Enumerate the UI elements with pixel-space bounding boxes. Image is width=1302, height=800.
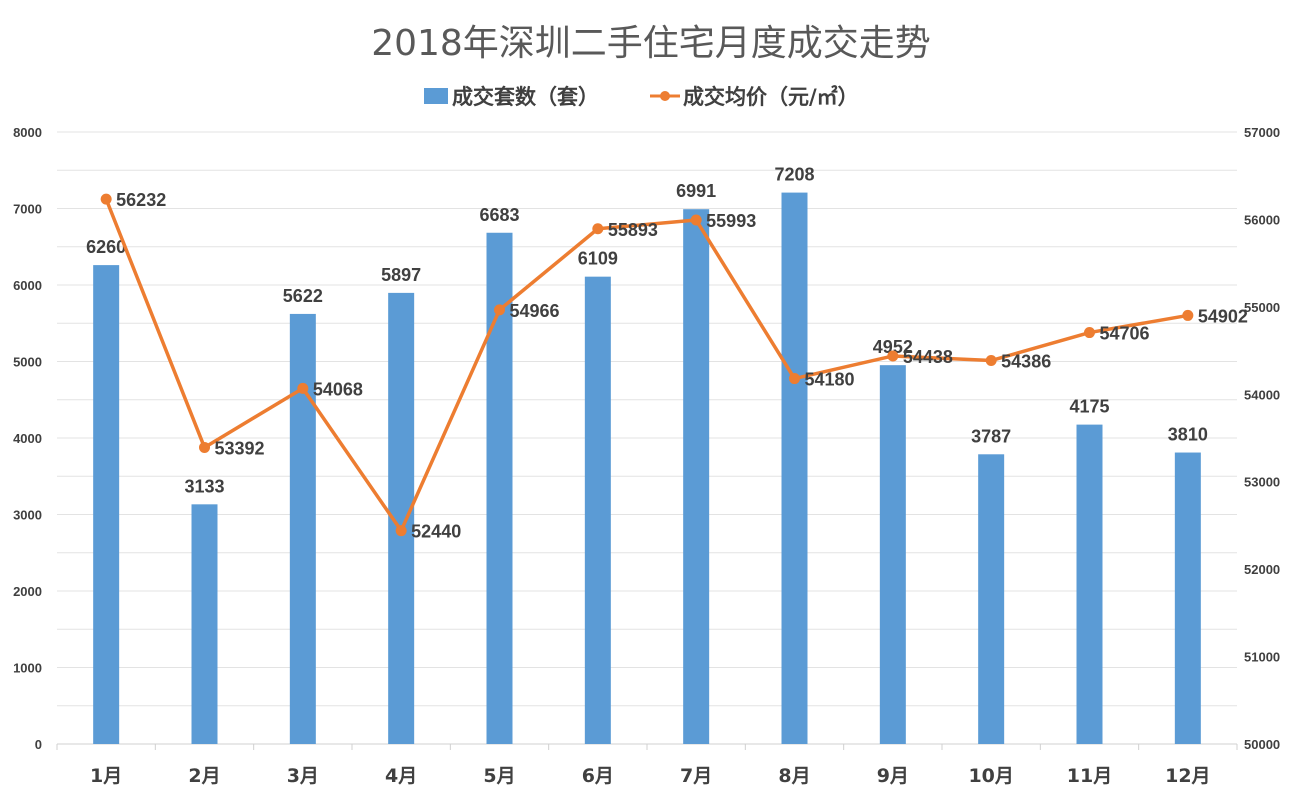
price-value-label: 54438 <box>903 347 953 367</box>
left-tick-label: 3000 <box>13 508 42 523</box>
left-tick-label: 8000 <box>13 125 42 140</box>
left-axis-ticks: 0 1000 2000 3000 4000 5000 6000 7000 8000 <box>13 125 42 752</box>
price-point <box>690 214 702 226</box>
bar-value-label: 6991 <box>676 181 716 201</box>
bar <box>93 265 120 744</box>
x-axis-ticks: 1月 2月 3月 4月 5月 6月 7月 8月 9月 10月 11月 12月 <box>90 765 1211 787</box>
x-tick-label: 8月 <box>778 765 810 787</box>
right-tick-label: 55000 <box>1244 300 1280 315</box>
bar <box>1076 424 1103 744</box>
price-value-label: 54966 <box>510 301 560 321</box>
price-point <box>1182 309 1194 321</box>
right-tick-label: 51000 <box>1244 650 1280 665</box>
x-tick-label: 6月 <box>582 765 614 787</box>
price-value-label: 54180 <box>805 370 855 390</box>
left-tick-label: 5000 <box>13 355 42 370</box>
price-point <box>985 355 997 367</box>
right-axis-ticks: 50000 51000 52000 53000 54000 55000 56000 57000 <box>1244 125 1280 752</box>
x-tick-label: 9月 <box>877 765 909 787</box>
bar <box>1174 452 1201 744</box>
bar-value-label: 7208 <box>774 165 814 185</box>
right-tick-label: 54000 <box>1244 387 1280 402</box>
bar-value-label: 4952 <box>873 337 913 357</box>
x-tick-label: 2月 <box>188 765 220 787</box>
left-tick-label: 4000 <box>13 431 42 446</box>
bar <box>584 276 611 744</box>
bar-value-label: 6109 <box>578 249 618 269</box>
price-point <box>395 525 407 537</box>
x-tick-label: 10月 <box>968 765 1013 787</box>
legend-line-label: 成交均价（元/㎡） <box>683 85 859 109</box>
price-value-label: 54902 <box>1198 306 1248 326</box>
bar-value-label: 3787 <box>971 426 1011 446</box>
legend-bar-label: 成交套数（套） <box>452 85 599 109</box>
bar-value-label: 5897 <box>381 265 421 285</box>
right-tick-label: 57000 <box>1244 125 1280 140</box>
price-point <box>1084 327 1095 339</box>
legend-bar-swatch <box>424 88 448 104</box>
price-point <box>494 304 505 316</box>
left-tick-label: 2000 <box>13 584 42 599</box>
x-tick-label: 1月 <box>90 765 122 787</box>
bar-value-label: 6683 <box>479 205 519 225</box>
x-tick-label: 3月 <box>287 765 319 787</box>
price-point <box>592 223 604 235</box>
right-tick-label: 52000 <box>1244 562 1280 577</box>
grid-layer <box>56 131 1238 750</box>
bar-value-label: 3810 <box>1168 425 1208 445</box>
right-tick-label: 53000 <box>1244 475 1280 490</box>
chart-title: 2018年深圳二手住宅月度成交走势 <box>371 23 931 64</box>
bar-value-label: 4175 <box>1069 397 1109 417</box>
price-line <box>104 198 1189 533</box>
right-tick-label: 56000 <box>1244 212 1280 227</box>
price-point <box>789 373 800 385</box>
x-tick-label: 4月 <box>385 765 417 787</box>
bar <box>683 209 710 745</box>
x-tick-label: 5月 <box>483 765 515 787</box>
price-value-label: 55993 <box>706 211 756 231</box>
legend: 成交套数（套） 成交均价（元/㎡） <box>424 85 859 109</box>
x-tick-label: 7月 <box>680 765 712 787</box>
price-value-label: 54386 <box>1001 352 1051 372</box>
bar-value-label: 3133 <box>184 476 224 496</box>
price-point <box>887 350 899 362</box>
bar-value-label: 5622 <box>283 286 323 306</box>
legend-line-marker <box>660 91 670 101</box>
price-value-label: 54706 <box>1100 324 1150 344</box>
left-tick-label: 0 <box>35 737 42 752</box>
bars-layer <box>93 192 1201 745</box>
line-labels: 56232 53392 54068 52440 54966 55893 55993 54180… <box>116 190 1248 542</box>
bar <box>781 192 808 744</box>
bar <box>486 232 513 745</box>
left-tick-label: 1000 <box>13 661 42 676</box>
bar <box>978 454 1005 744</box>
bar-value-label: 6260 <box>86 237 126 257</box>
price-value-label: 52440 <box>411 522 461 542</box>
price-value-label: 54068 <box>313 379 363 399</box>
price-point <box>100 193 112 205</box>
price-point <box>297 382 309 394</box>
left-tick-label: 6000 <box>13 278 42 293</box>
right-tick-label: 50000 <box>1244 737 1280 752</box>
bar <box>191 504 218 744</box>
bar <box>879 365 906 744</box>
line-layer <box>100 193 1194 537</box>
x-tick-label: 12月 <box>1165 765 1210 787</box>
x-tick-label: 11月 <box>1067 765 1112 787</box>
bar-labels: 6260 3133 5622 5897 6683 6109 6991 7208 4952 3787… <box>86 165 1208 497</box>
price-value-label: 55893 <box>608 220 658 240</box>
price-value-label: 56232 <box>116 190 166 210</box>
left-tick-label: 7000 <box>13 202 42 217</box>
price-value-label: 53392 <box>215 438 265 458</box>
price-point <box>199 441 210 453</box>
